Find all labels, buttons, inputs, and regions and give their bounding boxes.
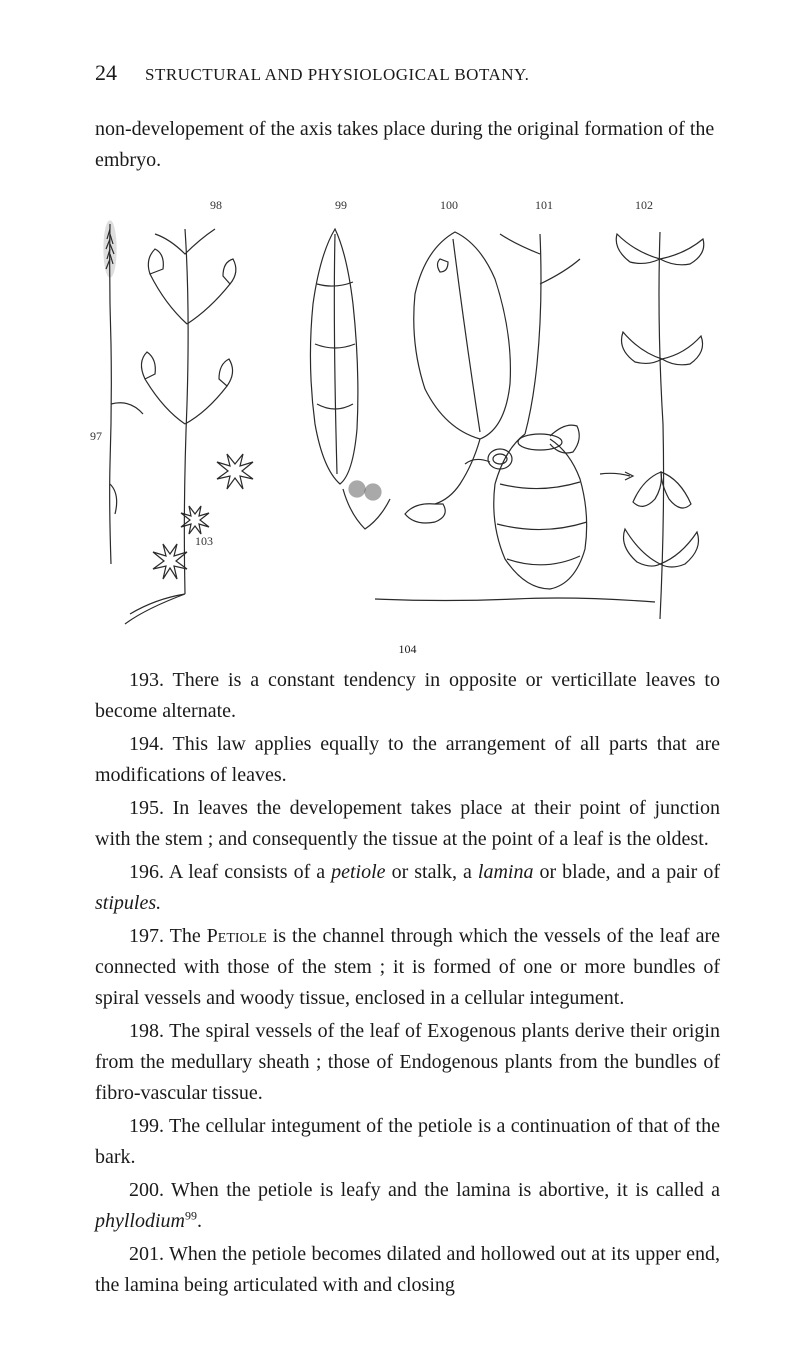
paragraph-197: 197. The Petiole is the channel through … [95,921,720,1014]
smallcaps-petiole: Petiole [207,925,267,947]
running-title: STRUCTURAL AND PHYSIOLOGICAL BOTANY. [145,65,529,85]
paragraph-196: 196. A leaf consists of a petiole or sta… [95,857,720,919]
para-num: 199. [129,1115,164,1137]
para-text: or blade, and a pair of [533,861,720,883]
paragraph-200: 200. When the petiole is leafy and the l… [95,1175,720,1237]
figure-label-98: 98 [210,198,222,213]
para-text: The [164,925,207,947]
italic-stipules: stipules. [95,892,161,914]
para-num: 197. [129,925,164,947]
para-num: 196. [129,861,164,883]
botanical-illustration-svg [95,194,720,634]
paragraph-195: 195. In leaves the developement takes pl… [95,793,720,855]
page-number: 24 [95,60,117,86]
figure-label-101: 101 [535,198,553,213]
para-text: A leaf consists of a [164,861,331,883]
italic-petiole: petiole [331,861,385,883]
para-text: When the petiole becomes dilated and hol… [95,1243,720,1296]
figure-103-star [153,544,187,579]
paragraph-194: 194. This law applies equally to the arr… [95,729,720,791]
para-text: There is a constant tendency in opposite… [95,669,720,722]
intro-paragraph: non-developement of the axis takes place… [95,114,720,176]
paragraph-198: 198. The spiral vessels of the leaf of E… [95,1016,720,1109]
paragraph-199: 199. The cellular integument of the peti… [95,1111,720,1173]
para-text: When the petiole is leafy and the lamina… [164,1179,720,1201]
para-num: 193. [129,669,164,691]
figure-label-102: 102 [635,198,653,213]
italic-phyllodium: phyllodium [95,1210,185,1232]
para-text: or stalk, a [386,861,478,883]
para-num: 198. [129,1020,164,1042]
figure-label-103: 103 [195,534,213,549]
para-text: In leaves the developement takes place a… [95,797,720,850]
page-header: 24 STRUCTURAL AND PHYSIOLOGICAL BOTANY. [95,60,720,86]
para-text: The spiral vessels of the leaf of Exogen… [95,1020,720,1104]
paragraph-193: 193. There is a constant tendency in opp… [95,665,720,727]
para-num: 194. [129,733,164,755]
para-text: . [197,1210,202,1232]
figure-label-100: 100 [440,198,458,213]
para-num: 195. [129,797,164,819]
italic-lamina: lamina [478,861,534,883]
para-num: 200. [129,1179,164,1201]
figure-label-97: 97 [90,429,102,444]
paragraph-201: 201. When the petiole becomes dilated an… [95,1239,720,1301]
figure-label-99: 99 [335,198,347,213]
para-text: The cellular integument of the petiole i… [95,1115,720,1168]
para-num: 201. [129,1243,164,1265]
superscript-99: 99 [185,1208,197,1222]
figure-label-104: 104 [95,642,720,657]
para-text: This law applies equally to the arrangem… [95,733,720,786]
botanical-figure: 97 98 99 100 101 102 103 [95,194,720,634]
